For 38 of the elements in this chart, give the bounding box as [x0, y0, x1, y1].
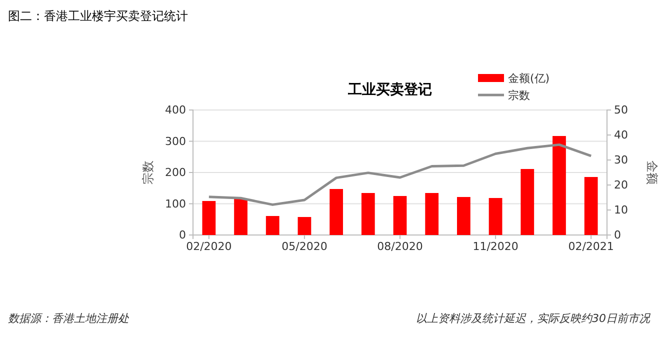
text: 数据源：香港土地注册处 — [8, 312, 130, 325]
bar — [425, 193, 439, 235]
y2-tick-label: 10 — [614, 204, 628, 217]
y-axis-title: 宗数 — [141, 160, 155, 184]
y2-axis-title: 金额 — [645, 160, 659, 184]
x-tick-label: 11/2020 — [472, 240, 518, 253]
y2-tick-label: 0 — [614, 228, 621, 242]
chart-subtitle: 工业买卖登记 — [347, 82, 432, 98]
text: 以上资料涉及统计延迟，实际反映约30日前市况 — [416, 312, 651, 325]
line-series — [208, 143, 592, 206]
chart-title: 图二：香港工业楼宇买卖登记统计 — [8, 9, 188, 23]
bar — [361, 193, 375, 235]
bar — [488, 198, 502, 235]
y2-tick-label: 30 — [614, 154, 628, 167]
x-tick-label: 08/2020 — [377, 240, 423, 253]
y-tick-label: 200 — [165, 166, 186, 180]
y-tick-label: 100 — [165, 197, 186, 210]
y-tick-label: 0 — [179, 228, 186, 242]
x-tick-label: 02/2021 — [568, 240, 614, 253]
x-tick-label: 05/2020 — [282, 240, 328, 253]
bar — [266, 216, 280, 235]
bar — [202, 201, 216, 235]
bar — [234, 199, 248, 235]
y-tick-label: 300 — [165, 134, 186, 148]
y2-tick-label: 50 — [614, 104, 628, 117]
bar — [330, 189, 343, 235]
x-tick-label: 02/2020 — [186, 240, 232, 253]
bar — [584, 177, 598, 235]
bar — [298, 217, 312, 235]
bar — [520, 169, 534, 235]
legend-label: 宗数 — [508, 89, 530, 102]
y2-tick-label: 40 — [614, 128, 628, 142]
bar — [393, 196, 407, 235]
bar — [552, 136, 566, 235]
y-tick-label: 400 — [165, 104, 186, 117]
bar — [457, 197, 470, 235]
legend-label: 金额(亿) — [508, 72, 550, 85]
y2-tick-label: 20 — [614, 178, 628, 192]
